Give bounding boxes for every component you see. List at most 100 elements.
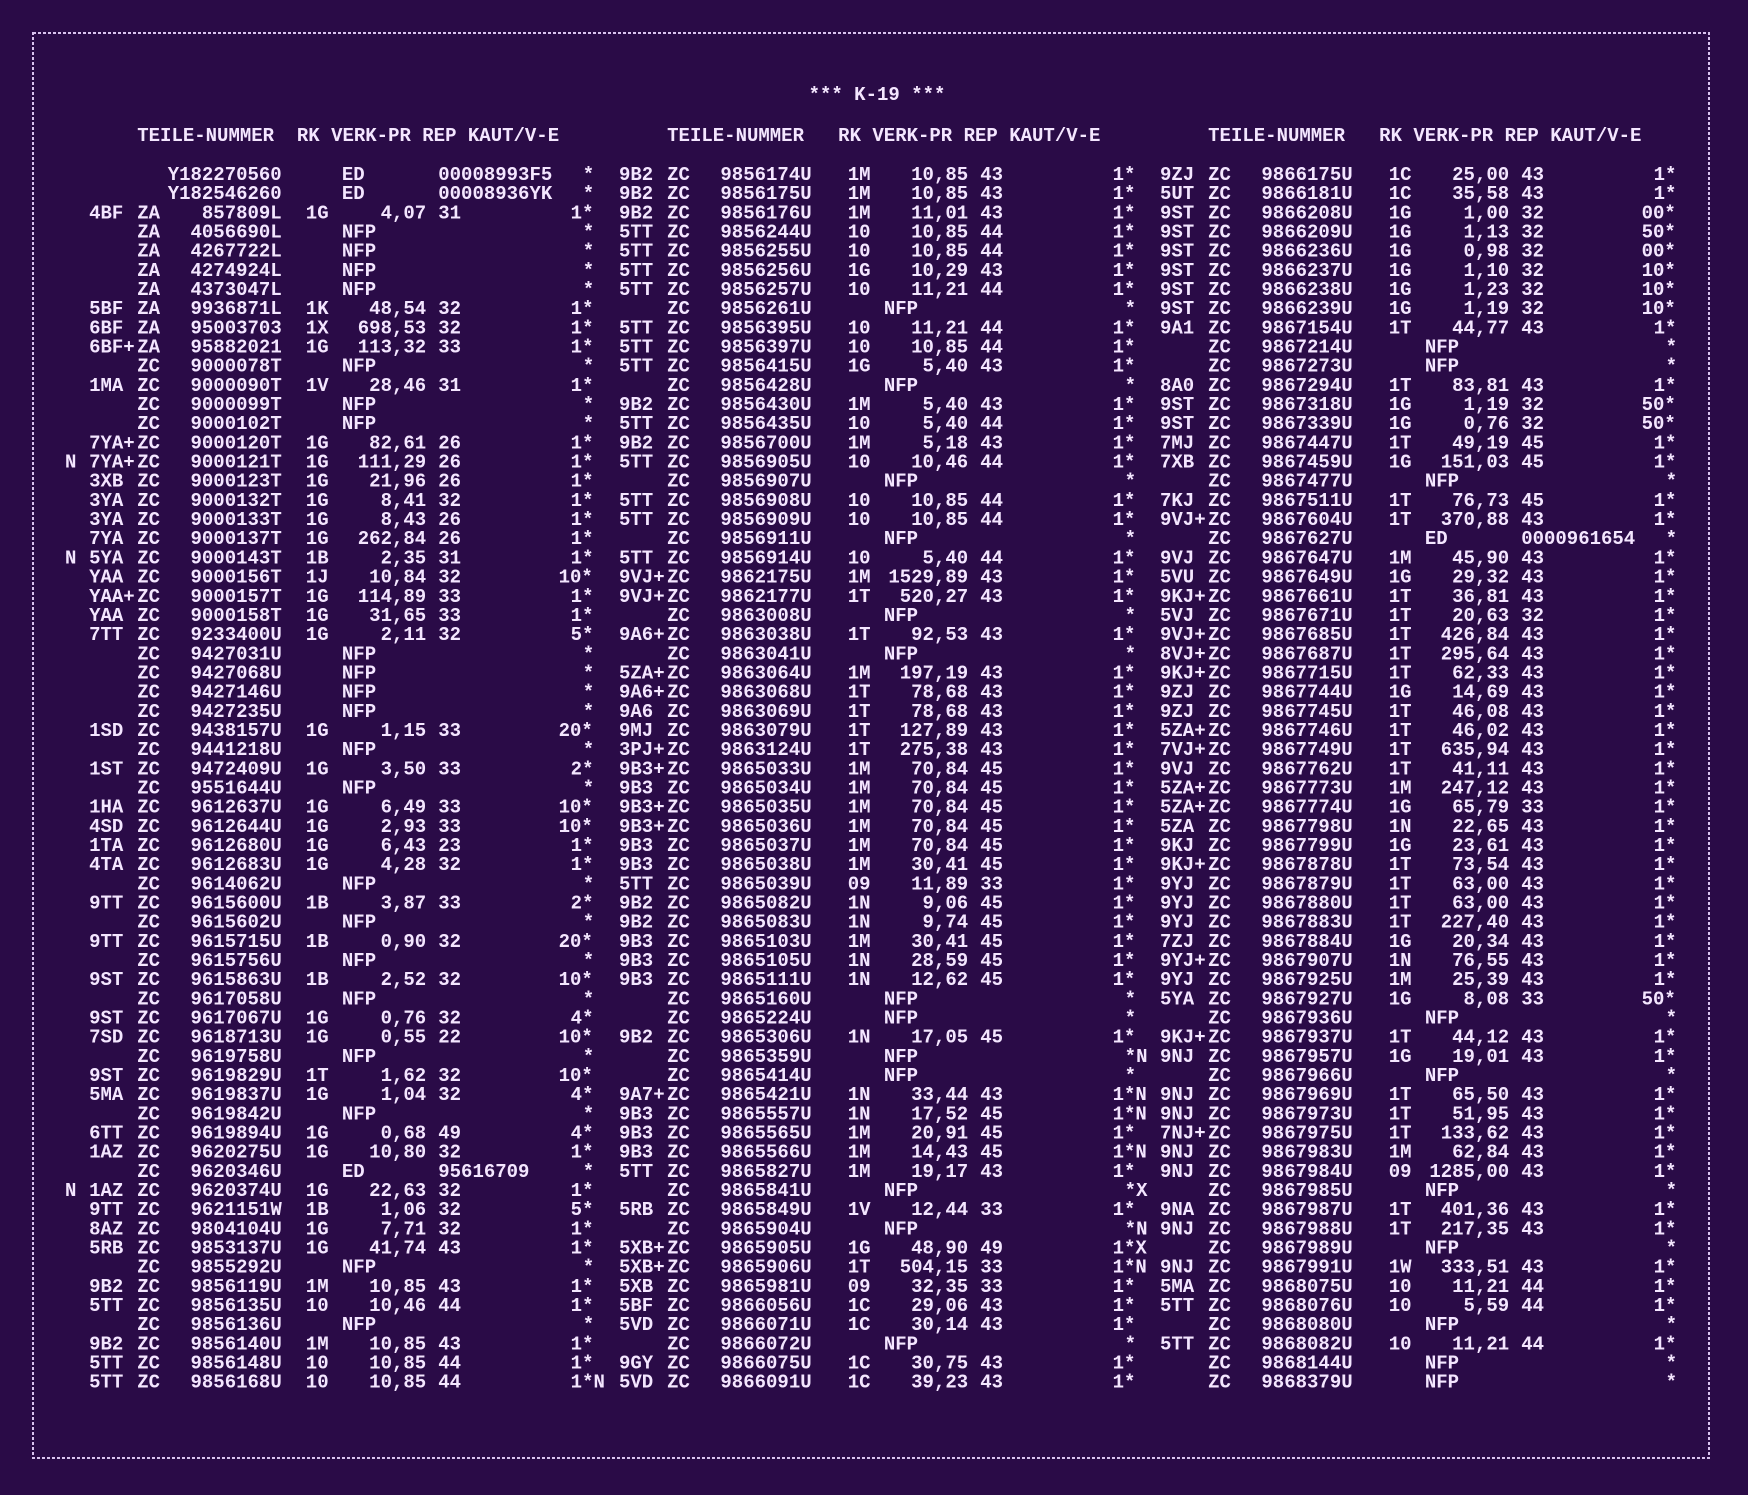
part-number: 9863064U [720, 662, 811, 684]
prefix: YAA [89, 567, 124, 589]
price-note: NFP [342, 1257, 376, 1279]
part-number: 9619894U [191, 1123, 282, 1145]
kaut-flag: 50* [1642, 222, 1676, 244]
part-number: 95882021 [191, 337, 282, 359]
part-type: ZC [667, 1238, 690, 1260]
part-number: 9856176U [720, 202, 811, 224]
rep-code: 43 [980, 701, 1003, 723]
rep-code: 32 [438, 624, 461, 646]
price: 698,53 [358, 317, 426, 339]
prefix: 9B3 [619, 777, 653, 799]
part-number: 9856428U [720, 375, 811, 397]
prefix: 6BF+ [89, 337, 135, 359]
rep-code: 33 [980, 1257, 1003, 1279]
part-type: ZC [667, 1123, 690, 1145]
price: 426,84 [1441, 624, 1509, 646]
rep-code: 43 [1521, 873, 1544, 895]
part-type: ZC [667, 183, 690, 205]
rk-code: 1T [1389, 912, 1412, 934]
part-number: 9866238U [1261, 279, 1352, 301]
part-type: ZA [137, 337, 160, 359]
prefix: 3PJ+ [619, 739, 665, 761]
rk-code: 10 [1389, 1295, 1412, 1317]
prefix: 5YA [1160, 988, 1195, 1010]
part-type: ZC [1208, 222, 1231, 244]
prefix: YAA+ [89, 586, 135, 608]
part-type: ZC [1208, 1333, 1231, 1355]
part-type: ZC [667, 892, 690, 914]
prefix: 9B2 [619, 912, 653, 934]
kaut-flag: 1* [1113, 586, 1136, 608]
part-type: ZC [1208, 337, 1231, 359]
rk-code: 1G [306, 720, 329, 742]
kaut-flag: 1* [1113, 720, 1136, 742]
part-type: ZC [1208, 1046, 1231, 1068]
price-note: ED [342, 183, 365, 205]
rk-code: 1G [306, 605, 329, 627]
part-number: 9867936U [1261, 1007, 1352, 1029]
kaut-flag: 1* [1654, 931, 1677, 953]
part-type: ZC [1208, 279, 1231, 301]
price: 20,91 [911, 1123, 968, 1145]
price: 114,89 [358, 586, 426, 608]
rk-code: 1X [306, 317, 329, 339]
price: 8,08 [1464, 988, 1510, 1010]
rk-code: 1M [848, 835, 871, 857]
price: 111,29 [358, 452, 426, 474]
rep-code: 45 [980, 969, 1003, 991]
price: 10,85 [911, 509, 968, 531]
price: 10,85 [911, 183, 968, 205]
part-type: ZC [137, 605, 160, 627]
rep-code: 44 [980, 337, 1003, 359]
part-type: ZC [1208, 1084, 1231, 1106]
price: 48,54 [369, 298, 426, 320]
rk-code: 1J [306, 567, 329, 589]
prefix: 5TT [89, 1353, 123, 1375]
rep-code: 44 [980, 413, 1003, 435]
rep-code: 45 [980, 950, 1003, 972]
kaut-flag: 1* [1113, 490, 1136, 512]
price: 10,85 [369, 1353, 426, 1375]
part-type: ZC [1208, 509, 1231, 531]
rk-code: 1G [306, 1123, 329, 1145]
part-number: 9856914U [720, 547, 811, 569]
price: 41,11 [1452, 758, 1509, 780]
price-note: NFP [884, 1046, 918, 1068]
kaut-flag: 1* [1654, 1218, 1677, 1240]
part-type: ZC [667, 988, 690, 1010]
part-number: 9865111U [720, 969, 811, 991]
prefix: 9A6+ [619, 624, 665, 646]
prefix: 4TA [89, 854, 124, 876]
kaut-flag: 1* [571, 1295, 594, 1317]
rk-code: 1C [1389, 164, 1412, 186]
rk-code: 1M [306, 1333, 329, 1355]
rep-code: 44 [980, 509, 1003, 531]
prefix: 5VD [619, 1372, 653, 1394]
price: 11,01 [911, 202, 968, 224]
part-number: 9856907U [720, 471, 811, 493]
kaut-flag: 1* [1113, 1123, 1136, 1145]
rep-code: 44 [980, 279, 1003, 301]
rep-code: 33 [980, 873, 1003, 895]
price: 22,65 [1452, 816, 1509, 838]
rk-code: 1M [848, 931, 871, 953]
part-number: 9867774U [1261, 797, 1352, 819]
part-type: ZC [1208, 1142, 1231, 1164]
part-type: ZC [667, 969, 690, 991]
kaut-flag: 1* [1654, 777, 1677, 799]
part-number: 9866071U [720, 1314, 811, 1336]
kaut-flag: 1* [571, 1238, 594, 1260]
price: 22,63 [369, 1180, 426, 1202]
kaut-flag: * [1666, 337, 1677, 359]
price: 1,19 [1464, 394, 1510, 416]
prefix: 9ZJ [1160, 701, 1194, 723]
rk-code: 1G [1389, 797, 1412, 819]
part-number: 9867745U [1261, 701, 1352, 723]
prefix: 9ST [1160, 394, 1194, 416]
part-type: ZC [137, 1161, 160, 1183]
rk-code: 1G [306, 337, 329, 359]
kaut-flag: 1* [1113, 835, 1136, 857]
rk-code: 1M [848, 183, 871, 205]
rep-code: 32 [438, 567, 461, 589]
price: 48,90 [911, 1238, 968, 1260]
